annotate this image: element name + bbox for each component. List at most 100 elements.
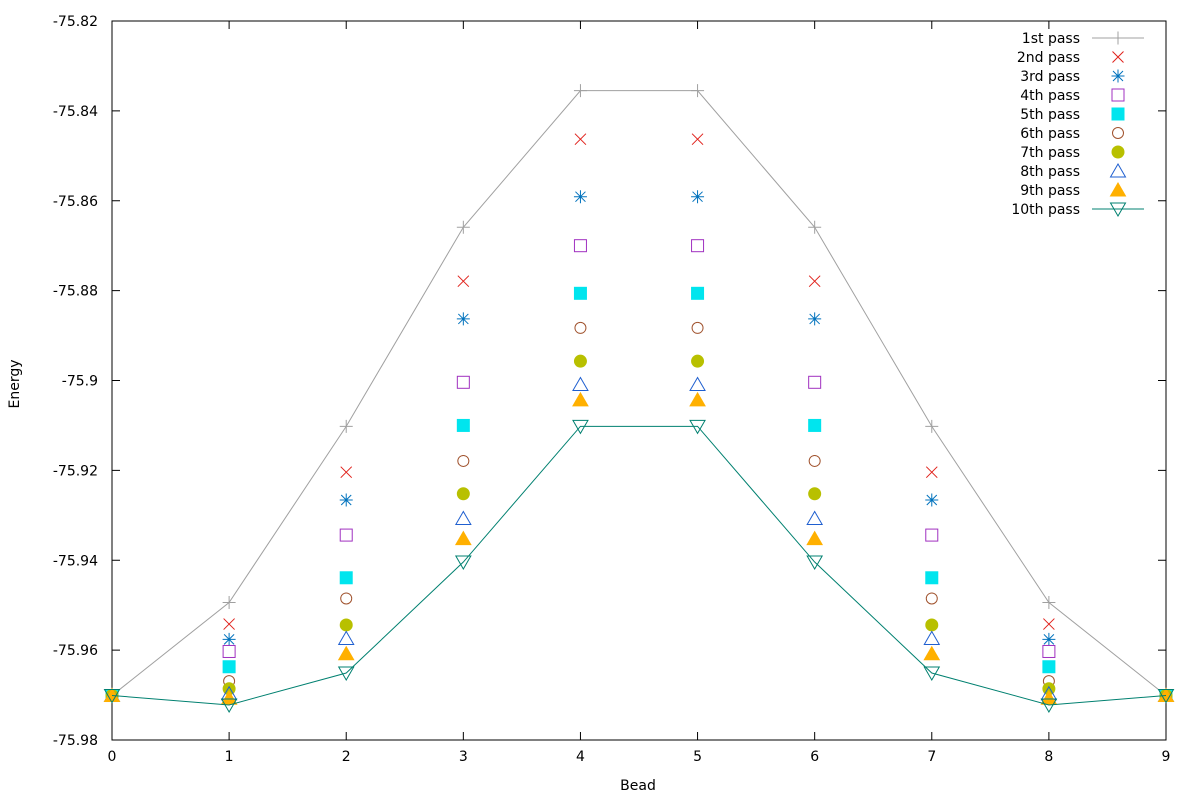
- series-6: [106, 321, 1172, 702]
- data-point: [691, 286, 705, 300]
- data-point: [689, 391, 706, 407]
- legend-marker: [1112, 127, 1124, 139]
- data-point: [456, 312, 470, 326]
- data-point: [222, 660, 236, 674]
- data-point: [923, 666, 941, 682]
- y-tick-label: -75.94: [53, 553, 98, 569]
- data-point: [337, 666, 355, 682]
- data-point: [339, 419, 353, 433]
- data-point: [808, 312, 822, 326]
- legend-entry: 9th pass: [1020, 181, 1127, 199]
- data-point: [808, 220, 822, 234]
- legend-marker: [1111, 145, 1125, 159]
- legend-label: 5th pass: [1020, 107, 1080, 123]
- data-point: [925, 571, 939, 585]
- data-point: [337, 630, 355, 645]
- data-point: [572, 391, 589, 407]
- data-point: [340, 466, 353, 479]
- data-point: [573, 239, 587, 253]
- data-point: [457, 275, 470, 288]
- data-point: [808, 454, 821, 467]
- data-point: [691, 321, 704, 334]
- series-3: [105, 190, 1173, 703]
- axes: 0 1 2 3 4 5 6 7 8 9 -75.98 -75.96 -75.94 -75.92 -75.9 -…: [53, 14, 1171, 765]
- data-point: [339, 571, 353, 585]
- data-point: [1157, 689, 1175, 704]
- data-point: [925, 419, 939, 433]
- data-point: [456, 375, 470, 389]
- y-axis-title: Energy: [7, 359, 23, 408]
- data-point: [689, 419, 706, 435]
- data-point: [689, 376, 706, 392]
- legend-label: 4th pass: [1020, 88, 1080, 104]
- data-point: [573, 286, 587, 300]
- data-point: [339, 618, 353, 632]
- data-point: [1043, 618, 1055, 630]
- data-point: [1040, 698, 1058, 713]
- data-point: [573, 190, 587, 204]
- data-point: [1042, 660, 1056, 674]
- data-point: [808, 275, 821, 288]
- data-point: [340, 592, 353, 605]
- y-tick-label: -75.92: [53, 463, 98, 479]
- data-point: [454, 510, 472, 525]
- series-line: [111, 425, 1167, 706]
- data-point: [925, 493, 939, 507]
- series-2: [106, 133, 1172, 702]
- data-point: [222, 632, 236, 646]
- data-point: [808, 375, 822, 389]
- data-point: [806, 530, 824, 546]
- plot-frame: [111, 20, 1167, 741]
- data-point: [1042, 632, 1056, 646]
- legend-label: 3rd pass: [1020, 69, 1080, 85]
- x-axis-title: Bead: [620, 778, 656, 794]
- y-tick-label: -75.88: [53, 284, 98, 300]
- data-point: [574, 133, 587, 146]
- legend-entry: 5th pass: [1020, 107, 1125, 123]
- data-point: [925, 528, 939, 542]
- data-point: [454, 555, 472, 571]
- legend-label: 1st pass: [1022, 31, 1080, 47]
- data-point: [574, 321, 587, 334]
- series-10: [103, 419, 1175, 713]
- data-point: [691, 190, 705, 204]
- data-point: [222, 644, 236, 658]
- legend-label: 7th pass: [1020, 145, 1080, 161]
- data-point: [691, 133, 704, 146]
- series-1: [105, 84, 1173, 703]
- data-point: [572, 419, 589, 435]
- x-tick-label: 2: [342, 749, 351, 765]
- data-point: [1042, 644, 1056, 658]
- series-7: [105, 354, 1173, 703]
- legend-label: 6th pass: [1020, 126, 1080, 142]
- x-tick-label: 6: [810, 749, 819, 765]
- data-point: [923, 645, 941, 661]
- data-point: [337, 645, 355, 661]
- legend-marker: [1109, 162, 1127, 178]
- data-point: [573, 354, 587, 368]
- data-point: [691, 84, 705, 98]
- y-tick-label: -75.96: [53, 643, 98, 659]
- data-point: [572, 376, 589, 392]
- data-point: [925, 618, 939, 632]
- data-point: [456, 220, 470, 234]
- data-point: [1042, 595, 1056, 609]
- data-point: [573, 84, 587, 98]
- legend-marker: [1111, 31, 1125, 45]
- x-tick-label: 7: [927, 749, 936, 765]
- data-point: [456, 487, 470, 501]
- legend-label: 10th pass: [1011, 202, 1080, 218]
- legend-entry: 4th pass: [1020, 88, 1125, 104]
- legend-marker: [1111, 69, 1125, 83]
- data-point: [339, 528, 353, 542]
- x-tick-label: 8: [1044, 749, 1053, 765]
- data-point: [339, 493, 353, 507]
- x-tick-label: 0: [108, 749, 117, 765]
- series-9: [103, 391, 1175, 705]
- legend-marker: [1109, 202, 1127, 218]
- series-layer: [103, 84, 1175, 713]
- x-tick-label: 3: [459, 749, 468, 765]
- legend-entry: 8th pass: [1020, 162, 1127, 180]
- data-point: [806, 510, 824, 525]
